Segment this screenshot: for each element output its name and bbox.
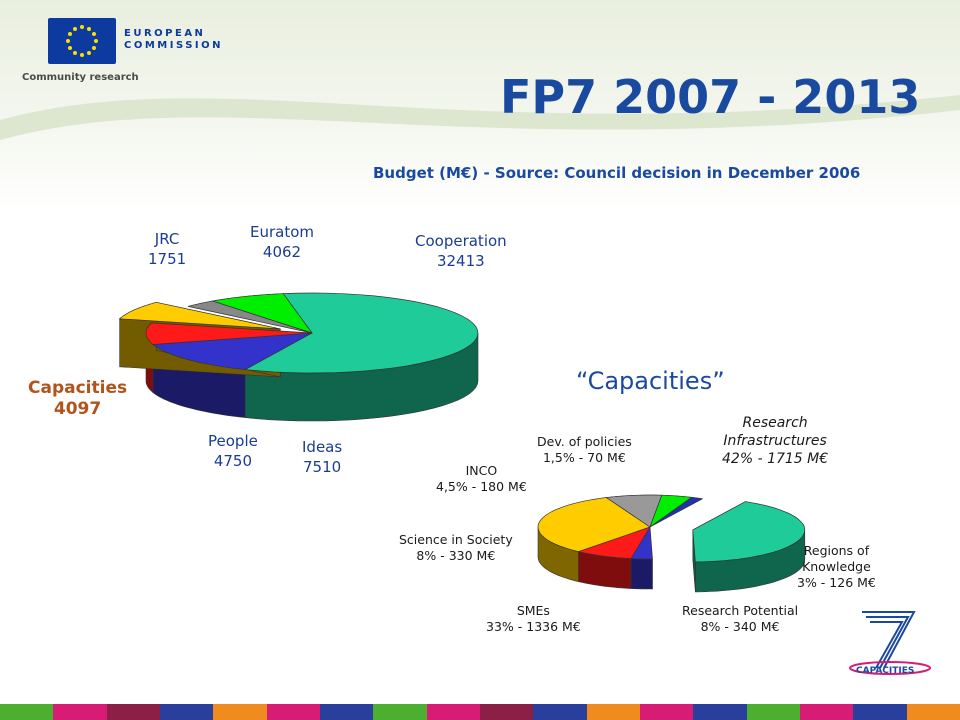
main-pie-slice-cooperation [243,292,479,374]
eu-flag-icon [48,18,116,64]
footer-segment [799,704,854,720]
label-rp-value: 8% - 340 M€ [700,619,780,634]
footer-segment [479,704,534,720]
capacities-pie-slice-research-infrastructures [692,501,806,563]
capacities-pie-slice-smes [537,497,651,552]
label-rp-name: Research Potential [682,603,799,618]
label-sis-name: Science in Society [399,532,513,547]
footer-segment [693,704,747,720]
label-ri-line2: Infrastructures [723,433,827,449]
label-euratom-value: 4062 [262,243,302,261]
capacities-seven-logo [849,611,931,675]
footer-segment [159,704,214,720]
capacities-logo-text: CAPACITIES [856,666,915,676]
label-dop-name: Dev. of policies [537,434,632,449]
footer-segment [53,704,107,720]
label-dev-of-policies: Dev. of policies 1,5% - 70 M€ [537,434,632,466]
main-pie-slice-euratom [211,293,313,334]
ec-logo-line1: EUROPEAN [124,28,206,39]
capacities-pie-side-regions-of-knowledge [630,558,653,590]
ec-logo-line2: COMMISSION [124,40,224,51]
main-pie-slice-capacities [118,301,281,330]
main-pie-slice-ideas [152,332,313,370]
footer-segment [639,704,694,720]
label-smes-value: 33% - 1336 M€ [486,619,581,634]
footer-segment [426,704,480,720]
label-sis-value: 8% - 330 M€ [416,548,496,563]
footer-segment [373,704,427,720]
label-rok-value: 3% - 126 M€ [797,575,876,590]
label-cooperation-name: Cooperation [415,232,507,250]
label-research-infrastructures: Research Infrastructures 42% - 1715 M€ [722,414,828,468]
capacities-heading: “Capacities” [576,367,725,395]
footer-segment [906,704,960,720]
label-capacities-name: Capacities [28,378,128,398]
label-inco: INCO 4,5% - 180 M€ [436,463,527,495]
label-euratom: Euratom 4062 [250,222,314,262]
main-pie-slice-jrc [187,300,313,334]
label-smes-name: SMEs [516,603,550,618]
label-ideas-name: Ideas [302,438,343,456]
footer-color-bar [0,704,960,720]
label-ri-value: 42% - 1715 M€ [722,451,829,467]
capacities-pie-slice-inco [649,494,693,528]
label-capacities-value: 4097 [53,399,102,419]
capacities-pie-slice-research-potential [577,526,651,559]
label-jrc-name: JRC [154,230,180,248]
footer-segment [533,704,587,720]
footer-segment [0,704,54,720]
label-people: People 4750 [208,431,258,471]
ec-logo: EUROPEAN COMMISSION [48,18,221,70]
eu-stars [66,25,98,57]
label-euratom-name: Euratom [250,223,315,241]
footer-segment [746,704,800,720]
label-cooperation: Cooperation 32413 [415,231,507,271]
label-people-name: People [208,432,258,450]
ec-logo-subtitle: Community research [22,72,139,83]
ec-logo-text: EUROPEAN COMMISSION [124,28,223,52]
footer-segment [106,704,160,720]
footer-segment [319,704,374,720]
label-science-in-society: Science in Society 8% - 330 M€ [399,532,513,564]
footer-segment [213,704,267,720]
header-swoosh [0,95,960,140]
label-people-value: 4750 [213,452,253,470]
page-title: FP7 2007 - 2013 [500,70,921,124]
label-rok-line1: Regions of [803,543,870,558]
label-ideas: Ideas 7510 [302,437,342,477]
page-subtitle: Budget (M€) - Source: Council decision i… [373,164,861,182]
footer-segment [853,704,907,720]
capacities-pie-slice-regions-of-knowledge [630,525,653,560]
footer-segment [266,704,320,720]
label-cooperation-value: 32413 [436,252,485,270]
label-research-potential: Research Potential 8% - 340 M€ [682,603,798,635]
label-ideas-value: 7510 [303,458,342,476]
label-inco-value: 4,5% - 180 M€ [436,479,527,494]
label-inco-name: INCO [465,463,498,478]
label-rok-line2: Knowledge [802,559,871,574]
label-regions-of-knowledge: Regions of Knowledge 3% - 126 M€ [797,543,876,591]
footer-segment [586,704,640,720]
label-jrc-value: 1751 [148,250,187,268]
capacities-pie-slice-dev-of-policies [649,496,703,528]
capacities-pie-slice-science-in-society [605,494,663,528]
label-capacities: Capacities 4097 [28,378,127,420]
label-smes: SMEs 33% - 1336 M€ [486,603,581,635]
label-jrc: JRC 1751 [148,229,186,269]
label-ri-line1: Research [742,415,808,431]
label-dop-value: 1,5% - 70 M€ [542,450,626,465]
main-pie-slice-people [145,322,313,345]
